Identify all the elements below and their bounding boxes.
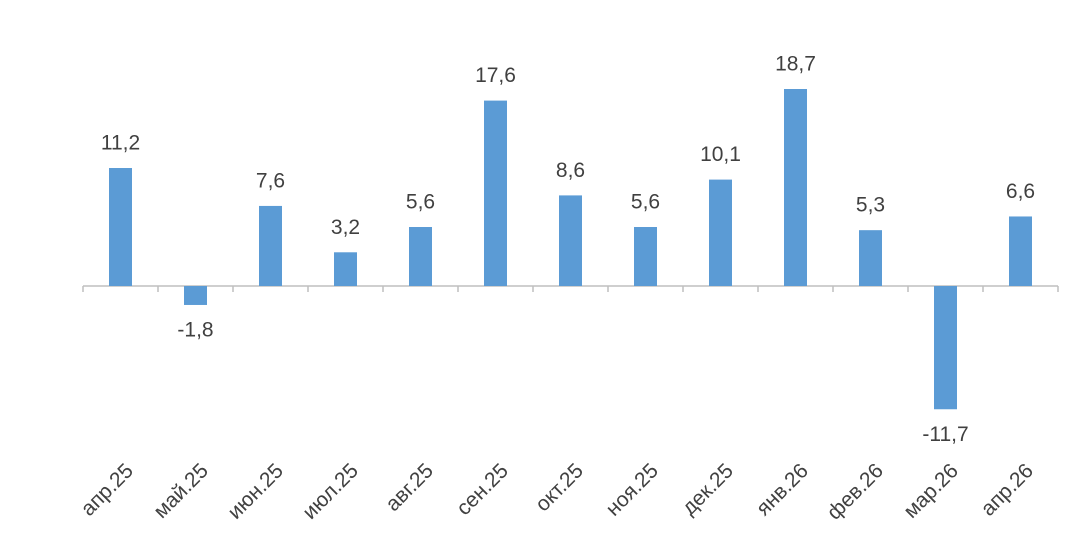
value-label: 5,6: [631, 191, 660, 214]
x-tick-label: июл.25: [298, 459, 363, 524]
x-tick-label: май.25: [149, 459, 213, 523]
value-label: 18,7: [775, 53, 816, 76]
x-tick-label: янв.26: [752, 459, 813, 520]
x-tick-label: ноя.25: [602, 459, 663, 520]
x-tick-label: апр.25: [76, 459, 137, 520]
value-label: 10,1: [700, 143, 741, 166]
value-label: -11,7: [922, 423, 968, 446]
bar: [109, 168, 132, 286]
bar: [934, 286, 957, 410]
x-tick-label: фев.26: [823, 459, 888, 524]
bar: [634, 227, 657, 286]
value-label: 5,3: [856, 194, 885, 217]
value-label: 11,2: [101, 132, 140, 155]
value-label: -1,8: [177, 319, 213, 342]
bar: [1009, 216, 1032, 286]
x-tick-label: апр.26: [976, 459, 1037, 520]
x-tick-label: мар.26: [899, 459, 963, 523]
x-tick-label: дек.25: [678, 459, 738, 519]
x-tick-label: авг.25: [381, 459, 438, 516]
bar: [184, 286, 207, 305]
bar: [784, 89, 807, 286]
bar: [409, 227, 432, 286]
value-label: 3,2: [331, 216, 360, 239]
bar: [559, 195, 582, 286]
x-tick-label: окт.25: [531, 459, 588, 516]
x-tick-label: июн.25: [223, 459, 288, 524]
bar: [334, 252, 357, 286]
x-tick-label: сен.25: [452, 459, 513, 520]
bar: [484, 100, 507, 287]
value-label: 8,6: [556, 159, 585, 182]
value-label: 6,6: [1006, 180, 1035, 203]
bar: [259, 205, 282, 286]
value-label: 5,6: [406, 191, 435, 214]
bar: [859, 230, 882, 286]
value-label: 7,6: [256, 169, 285, 192]
bar: [709, 179, 732, 286]
value-label: 17,6: [475, 64, 516, 87]
